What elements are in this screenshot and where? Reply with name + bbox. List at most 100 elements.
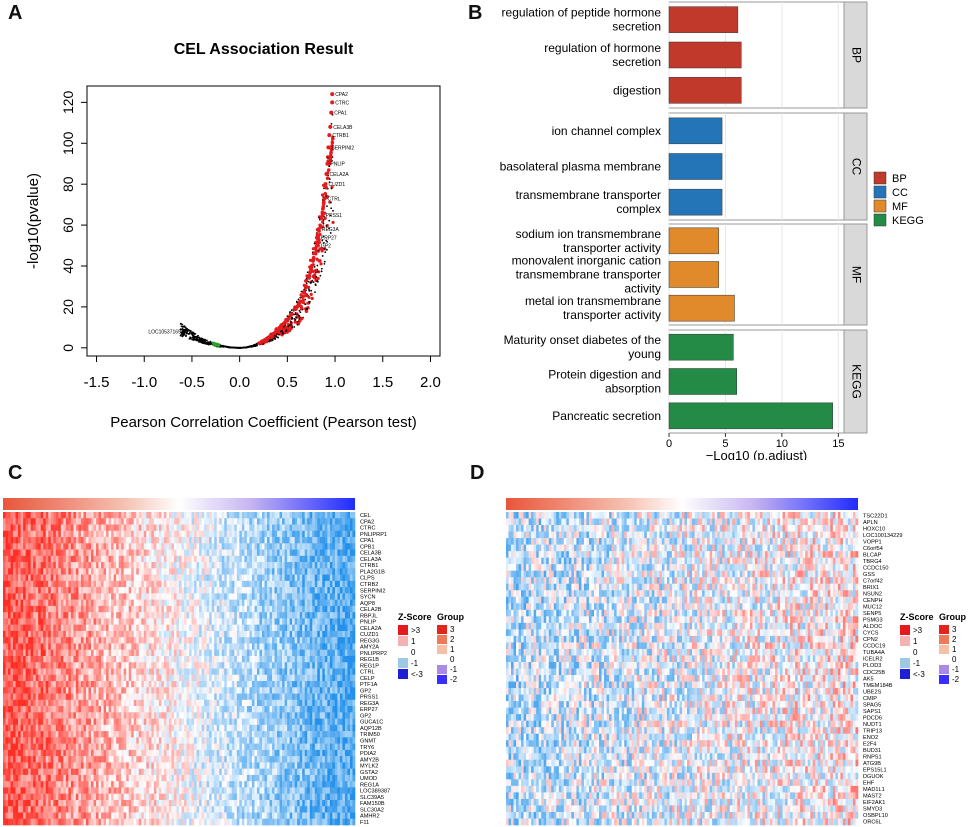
heatmap-cell (179, 518, 182, 525)
heatmap-cell (15, 562, 19, 569)
heatmap-cell (302, 637, 306, 644)
heatmap-cell (234, 643, 238, 651)
heatmap-cell (106, 637, 109, 644)
heatmap-cell (256, 580, 260, 588)
heatmap-cell (58, 530, 62, 538)
heatmap-cell (20, 649, 24, 657)
heatmap-cell (329, 580, 333, 588)
heatmap-cell (148, 649, 152, 657)
heatmap-cell (18, 612, 21, 619)
heatmap-cell (3, 649, 6, 657)
heatmap-cell (244, 630, 248, 638)
heatmap-cell (304, 543, 308, 550)
x-tick-label: -1.0 (131, 374, 157, 391)
heatmap-cell (121, 562, 124, 569)
heatmap-cell (151, 618, 155, 625)
heatmap-cell (339, 674, 343, 682)
heatmap-cell (344, 574, 348, 582)
heatmap-cell (199, 637, 202, 644)
scatter-point (331, 220, 335, 225)
heatmap-cell (101, 630, 104, 638)
heatmap-cell (201, 624, 205, 632)
x-tick-label: -1.5 (84, 374, 110, 391)
heatmap-cell (33, 574, 36, 582)
heatmap-cell (78, 562, 82, 569)
heatmap-cell (38, 637, 42, 644)
scatter-point (306, 271, 309, 274)
heatmap-cell (118, 524, 122, 532)
heatmap-cell (15, 543, 19, 550)
heatmap-cell (28, 574, 31, 582)
heatmap-cell (78, 643, 82, 651)
heatmap-cell (80, 624, 84, 632)
heatmap-cell (194, 630, 197, 638)
heatmap-cell (277, 549, 280, 557)
bar-label: monovalent inorganic cation (512, 254, 661, 268)
heatmap-cell (45, 605, 49, 613)
heatmap-cell (3, 580, 6, 588)
heatmap-cell (153, 668, 157, 676)
heatmap-cell (73, 637, 77, 644)
labeled-point (323, 182, 328, 187)
heatmap-cell (269, 524, 273, 532)
heatmap-cell (231, 624, 235, 632)
labeled-point (182, 329, 187, 334)
heatmap-cell (173, 674, 177, 682)
heatmap-cell (254, 543, 258, 550)
heatmap-cell (136, 543, 140, 550)
heatmap-cell (98, 530, 102, 538)
heatmap-cell (206, 574, 210, 582)
heatmap-cell (25, 674, 29, 682)
heatmap-cell (254, 618, 258, 625)
heatmap-cell (93, 643, 97, 651)
heatmap-cell (133, 518, 137, 525)
heatmap-cell (58, 681, 62, 688)
heatmap-cell (45, 512, 49, 519)
point-label: PRSS1 (326, 213, 343, 219)
heatmap-cell (48, 568, 52, 575)
heatmap-cell (284, 549, 288, 557)
heatmap-cell (219, 624, 223, 632)
heatmap-cell (13, 512, 16, 519)
heatmap-cell (28, 599, 31, 607)
heatmap-cell (53, 630, 57, 638)
heatmap-cell (317, 524, 321, 532)
bar-label: activity (624, 282, 661, 296)
heatmap-cell (176, 587, 180, 594)
heatmap-cell (267, 605, 270, 613)
heatmap-cell (78, 512, 82, 519)
heatmap-cell (272, 568, 275, 575)
heatmap-cell (93, 574, 97, 582)
heatmap-cell (128, 562, 132, 569)
heatmap-cell (58, 555, 62, 563)
heatmap-cell (38, 562, 42, 569)
heatmap-cell (344, 668, 348, 676)
heatmap-cell (58, 580, 62, 588)
heatmap-cell (13, 630, 16, 638)
heatmap-cell (80, 524, 84, 532)
scatter-point (242, 346, 245, 349)
scatter-point (315, 276, 318, 278)
heatmap-cell (3, 537, 6, 544)
heatmap-cell (334, 599, 338, 607)
heatmap-cell (85, 674, 89, 682)
facet-strip-label: BP (849, 47, 863, 63)
heatmap-cell (329, 562, 333, 569)
heatmap-cell (15, 618, 19, 625)
heatmap-cell (277, 593, 280, 600)
heatmap-cell (146, 618, 150, 625)
heatmap-cell (35, 562, 39, 569)
heatmap-cell (224, 568, 228, 575)
heatmap-cell (80, 605, 84, 613)
heatmap-cell (234, 524, 238, 532)
heatmap-cell (101, 599, 104, 607)
heatmap-cell (274, 580, 278, 588)
heatmap-cell (133, 580, 137, 588)
heatmap-cell (78, 568, 82, 575)
heatmap-cell (239, 618, 243, 625)
heatmap-cell (339, 587, 343, 594)
heatmap-cell (211, 537, 215, 544)
heatmap-cell (73, 630, 77, 638)
heatmap-cell (161, 630, 165, 638)
heatmap-cell (65, 568, 69, 575)
